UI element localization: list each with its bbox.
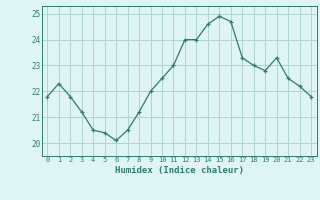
X-axis label: Humidex (Indice chaleur): Humidex (Indice chaleur)	[115, 166, 244, 175]
